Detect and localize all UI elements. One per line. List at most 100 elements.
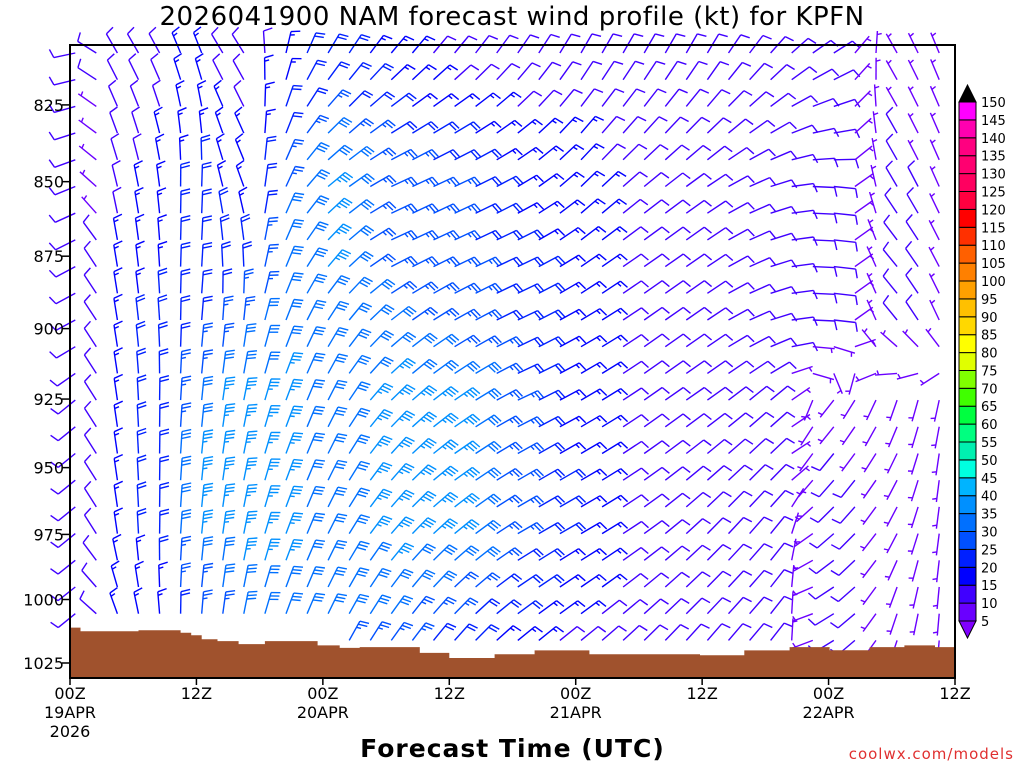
barb-full xyxy=(364,90,374,96)
wind-barb xyxy=(390,410,416,428)
wind-barb xyxy=(327,171,354,188)
barb-full xyxy=(246,357,256,360)
barb-full xyxy=(110,560,120,567)
barb-full xyxy=(594,88,604,94)
barb-full xyxy=(449,204,457,213)
barb-staff xyxy=(685,88,701,107)
barb-staff xyxy=(791,209,814,214)
wind-barb xyxy=(664,306,691,321)
wind-barb xyxy=(728,118,754,134)
wind-barb xyxy=(770,489,794,508)
wind-barb xyxy=(433,491,459,508)
barb-staff xyxy=(327,433,339,454)
barb-staff xyxy=(148,33,161,54)
wind-barb xyxy=(770,361,797,375)
barb-full xyxy=(405,489,415,495)
barb-half xyxy=(289,415,295,418)
wind-barb xyxy=(49,372,76,387)
barb-staff xyxy=(153,111,161,134)
barb-staff xyxy=(150,59,161,80)
barb-full xyxy=(428,411,437,418)
barb-half xyxy=(290,361,295,364)
barb-staff xyxy=(885,86,898,107)
wind-barb xyxy=(475,361,502,375)
barb-full xyxy=(406,63,416,71)
barb-full xyxy=(203,382,213,386)
wind-barb xyxy=(475,624,500,641)
wind-barb xyxy=(908,426,919,449)
wind-barb xyxy=(538,336,566,348)
barb-full xyxy=(156,160,166,166)
colorbar-swatch xyxy=(958,334,977,354)
wind-barb xyxy=(327,459,348,481)
barb-full xyxy=(488,365,496,373)
barb-full xyxy=(678,88,688,94)
barb-full xyxy=(83,400,92,409)
barb-full xyxy=(427,283,436,291)
barb-half xyxy=(883,494,889,498)
barb-staff xyxy=(749,490,766,508)
wind-barb xyxy=(932,560,940,583)
barb-full xyxy=(316,147,326,153)
barb-half xyxy=(596,363,601,368)
wind-barb xyxy=(801,399,814,421)
barb-staff xyxy=(348,541,362,561)
barb-full xyxy=(599,308,608,316)
barb-full xyxy=(314,35,324,39)
barb-full xyxy=(812,183,818,193)
barb-full xyxy=(401,598,412,603)
wind-barb xyxy=(454,413,481,428)
wind-barb xyxy=(285,592,304,614)
wind-barb xyxy=(685,413,712,428)
colorbar-swatch xyxy=(958,495,977,515)
barb-staff xyxy=(306,114,321,134)
wind-barb xyxy=(749,360,776,374)
wind-barb xyxy=(817,399,835,418)
barb-staff xyxy=(77,67,97,81)
barb-staff xyxy=(885,60,898,81)
credit-link[interactable]: coolwx.com/models xyxy=(848,745,1014,763)
barb-full xyxy=(49,379,58,387)
barb-full xyxy=(427,122,436,131)
barb-staff xyxy=(201,591,205,614)
barb-staff xyxy=(706,544,724,561)
wind-barb xyxy=(264,162,278,187)
barb-staff xyxy=(235,165,245,187)
barb-half xyxy=(289,548,295,551)
barb-full xyxy=(512,417,520,425)
wind-barb xyxy=(791,289,818,300)
wind-barb xyxy=(791,512,803,534)
wind-barb xyxy=(517,309,545,321)
barb-staff xyxy=(559,335,580,348)
barb-full xyxy=(447,596,457,602)
wind-barb xyxy=(664,413,691,428)
barb-half xyxy=(596,470,601,475)
wind-barb xyxy=(685,623,710,641)
wind-barb xyxy=(706,386,734,401)
barb-full xyxy=(450,93,460,101)
barb-staff xyxy=(179,378,183,401)
barb-full xyxy=(317,117,327,123)
barb-full xyxy=(661,493,670,501)
barb-full xyxy=(380,308,390,316)
wind-barb xyxy=(791,316,818,326)
barb-staff xyxy=(622,494,642,508)
barb-staff xyxy=(411,464,429,481)
barb-staff xyxy=(685,172,705,188)
wind-barb xyxy=(707,253,734,268)
wind-barb xyxy=(707,227,734,241)
wind-barb xyxy=(369,174,397,188)
barb-half xyxy=(181,543,187,546)
barb-full xyxy=(247,380,257,383)
wind-barb xyxy=(79,590,97,615)
barb-staff xyxy=(929,166,940,187)
barb-full xyxy=(246,326,256,330)
barb-full xyxy=(82,534,90,544)
wind-barb xyxy=(158,561,168,588)
wind-barb xyxy=(348,620,370,641)
barb-staff xyxy=(873,84,877,107)
barb-full xyxy=(113,453,123,460)
wind-barb xyxy=(113,347,123,374)
wind-barb xyxy=(348,354,372,374)
colorbar-label: 130 xyxy=(981,168,1006,183)
